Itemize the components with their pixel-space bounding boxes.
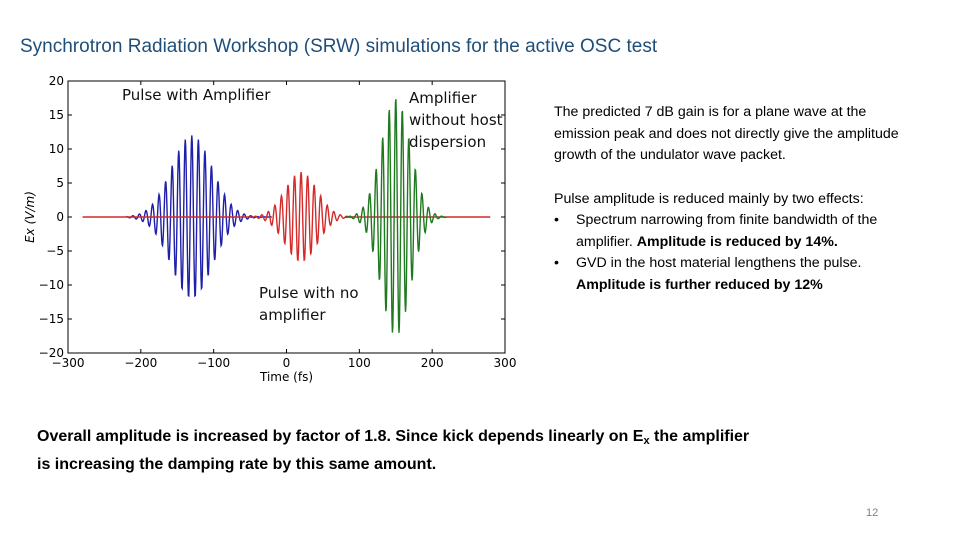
summary-part-2: the amplifier is increasing the damping … (37, 428, 750, 473)
y-tick-label: 5 (56, 176, 64, 190)
chart-annotation-2: Amplifier (409, 89, 477, 107)
y-tick-label: −20 (39, 346, 64, 360)
x-tick-label: 0 (283, 356, 291, 370)
effect-item-spectrum: • Spectrum narrowing from finite bandwid… (554, 210, 924, 253)
chart-annotation-3: Pulse with no (259, 284, 359, 302)
chart-annotation-1: Pulse with Amplifier (122, 86, 271, 104)
chart-annotation-3: amplifier (259, 306, 326, 324)
series-line-1 (126, 135, 272, 298)
y-axis-label: Ex (V/m) (23, 191, 37, 243)
effect-result: Amplitude is reduced by 14%. (636, 233, 838, 250)
y-tick-label: 20 (49, 74, 64, 88)
y-tick-label: −10 (39, 278, 64, 292)
x-tick-label: 100 (348, 356, 371, 370)
description-panel: The predicted 7 dB gain is for a plane w… (554, 102, 924, 296)
x-tick-label: −200 (124, 356, 157, 370)
chart-svg: −300 −200 −100 0 100 200 300 20 15 10 5 0 −5 −10 −15 −2… (23, 74, 517, 384)
series-line-2 (82, 172, 491, 262)
summary-part-1: Overall amplitude is increased by factor… (37, 428, 644, 445)
description-paragraph-1: The predicted 7 dB gain is for a plane w… (554, 104, 899, 163)
y-tick-label: 10 (49, 142, 64, 156)
effect-item-gvd: • GVD in the host material lengthens the… (554, 253, 924, 296)
series-line-3 (344, 99, 447, 333)
field-vs-time-chart: −300 −200 −100 0 100 200 300 20 15 10 5 0 −5 −10 −15 −2… (18, 72, 523, 384)
effect-text: Spectrum narrowing from finite bandwidth… (576, 212, 878, 250)
slide-title: Synchrotron Radiation Workshop (SRW) sim… (20, 36, 658, 57)
y-tick-label: 15 (49, 108, 64, 122)
paragraph-spacer (554, 167, 924, 189)
page-number: 12 (866, 507, 879, 519)
effect-result: Amplitude is further reduced by 12% (576, 276, 823, 293)
x-axis-label: Time (fs) (259, 370, 313, 384)
summary-text: Overall amplitude is increased by factor… (37, 425, 757, 477)
x-tick-label: −100 (197, 356, 230, 370)
chart-annotation-2: dispersion (409, 133, 486, 151)
effect-text: GVD in the host material lengthens the p… (576, 255, 862, 271)
summary-subscript: x (643, 435, 650, 447)
bullet-icon: • (554, 255, 559, 271)
y-tick-label: −15 (39, 312, 64, 326)
x-tick-label: −300 (52, 356, 85, 370)
y-tick-label: 0 (56, 210, 64, 224)
chart-annotation-2: without host (409, 111, 503, 129)
bullet-icon: • (554, 212, 559, 228)
y-tick-label: −5 (46, 244, 64, 258)
description-paragraph-2: Pulse amplitude is reduced mainly by two… (554, 190, 864, 207)
effects-list: • Spectrum narrowing from finite bandwid… (554, 210, 924, 296)
x-tick-label: 200 (421, 356, 444, 370)
x-tick-label: 300 (494, 356, 517, 370)
